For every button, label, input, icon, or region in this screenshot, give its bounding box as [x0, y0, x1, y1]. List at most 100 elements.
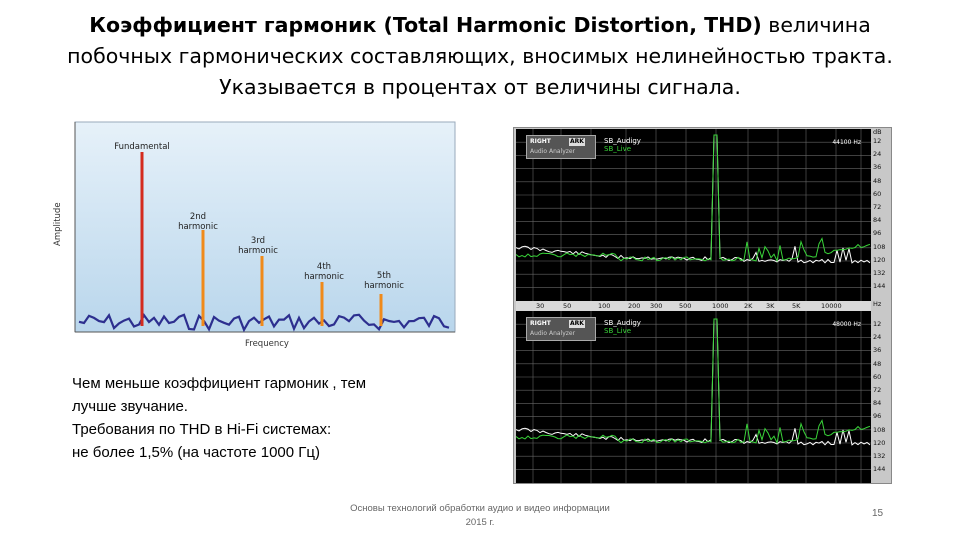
db-tick-label: 84: [873, 216, 882, 225]
legend-top: SB_Audigy SB_Live: [604, 137, 641, 153]
db-tick-label: 108: [873, 425, 886, 434]
title-line-2: побочных гармонических составляющих, вно…: [67, 44, 893, 68]
db-tick-label: 60: [873, 189, 882, 198]
label-3rd-word: harmonic: [238, 246, 278, 256]
legend-live: SB_Live: [604, 327, 632, 335]
label-3rd-harmonic: 3rd harmonic: [233, 236, 283, 256]
badge-sub-text: Audio Analyzer: [530, 330, 576, 337]
footer-line-2: 2015 г.: [465, 517, 495, 528]
title-line-3: Указывается в процентах от величины сигн…: [219, 75, 741, 99]
spectrum-panel-bottom: RIGHT ARK Audio Analyzer SB_Audigy SB_Li…: [515, 311, 871, 483]
spectrum-panel-top: RIGHT ARK Audio Analyzer SB_Audigy SB_Li…: [515, 129, 871, 301]
label-fundamental: Fundamental: [114, 142, 170, 152]
db-tick-label: 132: [873, 269, 886, 277]
freq-tick-label: 100: [598, 302, 611, 310]
label-5th-word: harmonic: [364, 281, 404, 291]
badge-right-text: RIGHT: [530, 320, 551, 327]
note-line1-a: Чем меньше: [72, 375, 165, 392]
hz-unit: Hz: [873, 300, 882, 308]
label-3rd: 3rd: [250, 236, 266, 246]
db-tick-label: 132: [873, 452, 886, 460]
freq-tick-label: 10000: [821, 302, 842, 310]
freq-tick-label: 50: [563, 302, 572, 310]
freq-tick-label: 2K: [744, 302, 753, 310]
title-rest: величина: [761, 13, 871, 37]
spectrum-trace: [515, 318, 871, 446]
note-line1-c: , тем: [328, 375, 367, 392]
slide-title: Коэффициент гармоник (Total Harmonic Dis…: [20, 10, 940, 103]
freq-tick-label: 300: [650, 302, 663, 310]
db-tick-label: 48: [873, 176, 882, 185]
label-5th: 5th: [376, 271, 392, 281]
db-tick-label: 48: [873, 359, 882, 368]
db-tick-label: 12: [873, 320, 882, 328]
note-line-2: лучше звучание.: [72, 398, 188, 415]
db-tick-label: 144: [873, 465, 886, 474]
db-tick-label: 108: [873, 242, 886, 251]
freq-tick-label: 200: [628, 302, 641, 310]
note-line1-b: коэффициент гармоник: [164, 375, 329, 392]
db-tick-label: 60: [873, 372, 882, 381]
analyzer-badge-bottom: RIGHT ARK Audio Analyzer: [526, 317, 596, 341]
badge-right-text: RIGHT: [530, 138, 551, 145]
spectrum-trace: [515, 134, 871, 263]
analyzer-badge-top: RIGHT ARK Audio Analyzer: [526, 135, 596, 159]
db-tick-label: 72: [873, 386, 882, 394]
harmonics-svg: [74, 121, 456, 333]
page-number: 15: [872, 508, 884, 519]
legend-live: SB_Live: [604, 145, 632, 153]
plot-background: [74, 121, 456, 333]
label-2nd-harmonic: 2nd harmonic: [173, 212, 223, 232]
label-4th: 4th: [316, 262, 332, 272]
db-tick-label: 84: [873, 399, 882, 408]
y-axis-label: Amplitude: [53, 202, 63, 246]
title-bold: Коэффициент гармоник (Total Harmonic Dis…: [89, 13, 762, 37]
label-5th-harmonic: 5th harmonic: [359, 271, 409, 291]
spectrum-top-svg: [515, 129, 871, 301]
db-tick-label: 96: [873, 229, 882, 238]
x-axis-label: Frequency: [245, 339, 289, 349]
legend-audigy: SB_Audigy: [604, 319, 641, 327]
badge-sub-text: Audio Analyzer: [530, 148, 576, 155]
legend-audigy: SB_Audigy: [604, 137, 641, 145]
note-line-3: Требования по THD в Hi-Fi системах:: [72, 421, 332, 438]
hz-unit-box: Hz: [872, 299, 891, 311]
label-2nd: 2nd: [189, 212, 207, 222]
freq-tick-label: 30: [536, 302, 545, 310]
db-tick-label: 96: [873, 412, 882, 421]
label-4th-harmonic: 4th harmonic: [299, 262, 349, 282]
legend-bottom: SB_Audigy SB_Live: [604, 319, 641, 335]
badge-ark-text: ARK: [569, 138, 585, 146]
db-tick-label: 24: [873, 150, 882, 159]
spectrum-trace: [515, 134, 871, 264]
freq-tick-label: 500: [679, 302, 692, 310]
db-tick-label: 72: [873, 203, 882, 211]
db-tick-label: 120: [873, 255, 886, 264]
note-line-1: Чем меньше коэффициент гармоник , тем: [72, 372, 492, 395]
label-4th-word: harmonic: [304, 272, 344, 282]
sample-rate-bottom: 48000 Hz: [832, 321, 861, 328]
freq-tick-label: 5K: [792, 302, 801, 310]
spectrum-bottom-svg: [515, 311, 871, 483]
db-tick-label: 12: [873, 137, 882, 145]
db-tick-label: 36: [873, 163, 882, 172]
footer: Основы технологий обработки аудио и виде…: [320, 502, 640, 530]
thd-note: Чем меньше коэффициент гармоник , тем лу…: [72, 372, 492, 464]
db-ticks-top: dB 12 24 36 48 60 72 84 96 108 120 132 144: [872, 128, 891, 300]
frequency-axis: 30 50 100 200 300 500 1000 2K 3K 5K 10000: [516, 301, 871, 311]
freq-tick-label: 1000: [712, 302, 729, 310]
spectrum-trace: [515, 318, 871, 445]
db-ticks-bottom: 12 24 36 48 60 72 84 96 108 120 132 144: [872, 311, 891, 483]
spectrum-analyzer: RIGHT ARK Audio Analyzer SB_Audigy SB_Li…: [513, 127, 892, 484]
db-unit-top: dB: [873, 128, 882, 136]
db-tick-label: 144: [873, 282, 886, 291]
db-tick-label: 36: [873, 346, 882, 355]
badge-ark-text: ARK: [569, 320, 585, 328]
db-tick-label: 120: [873, 438, 886, 447]
db-tick-label: 24: [873, 333, 882, 342]
label-2nd-word: harmonic: [178, 222, 218, 232]
sample-rate-top: 44100 Hz: [832, 139, 861, 146]
footer-line-1: Основы технологий обработки аудио и виде…: [350, 503, 610, 514]
harmonics-diagram: Amplitude Fundamental 2nd harmonic 3rd h…: [53, 118, 460, 350]
freq-tick-label: 3K: [766, 302, 775, 310]
